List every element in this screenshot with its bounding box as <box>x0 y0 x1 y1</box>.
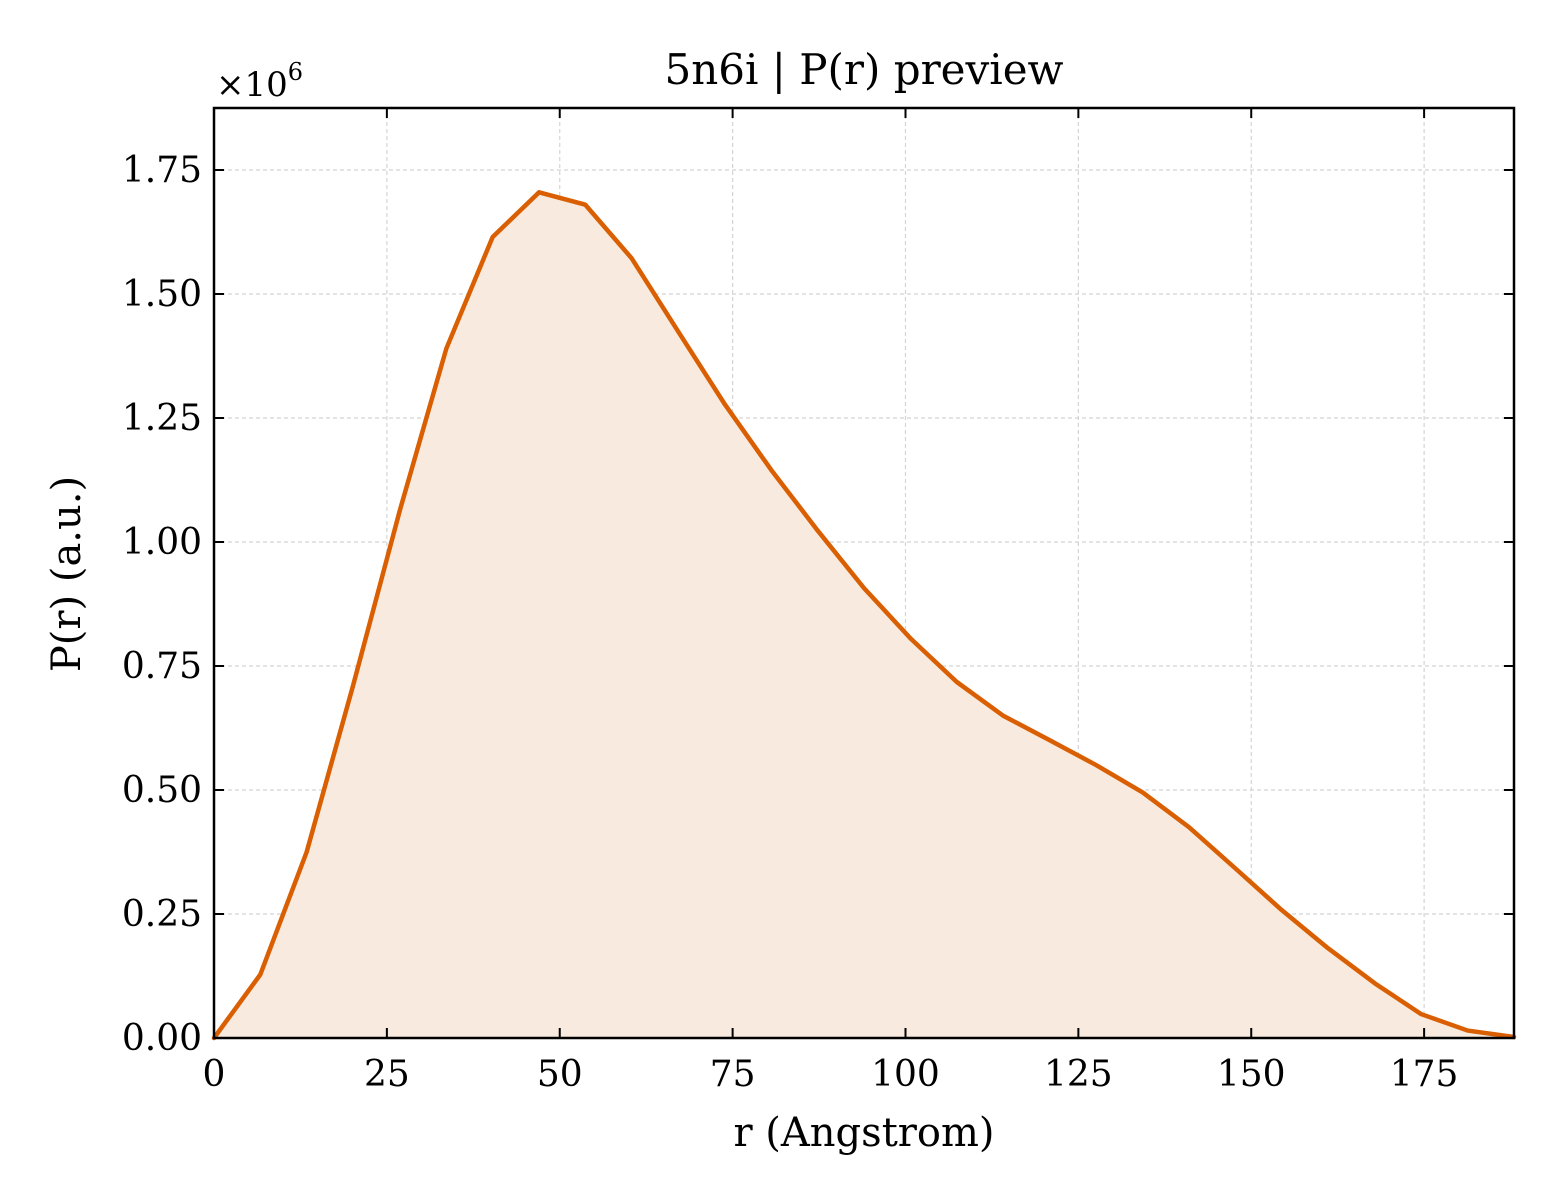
x-tick-label: 25 <box>364 1054 410 1095</box>
y-tick-label: 0.25 <box>122 894 202 935</box>
x-axis-label: r (Angstrom) <box>733 1110 994 1156</box>
x-tick-label: 175 <box>1390 1054 1459 1095</box>
x-tick-label: 125 <box>1044 1054 1113 1095</box>
x-tick-label: 75 <box>710 1054 756 1095</box>
y-tick-label: 0.75 <box>122 646 202 687</box>
y-tick-label: 1.00 <box>122 522 202 563</box>
y-offset-exponent: 6 <box>288 58 303 86</box>
x-tick-label: 150 <box>1217 1054 1286 1095</box>
y-offset-label: ×106 <box>216 58 303 105</box>
y-offset-base: ×10 <box>216 65 288 105</box>
y-tick-label: 1.25 <box>122 398 202 439</box>
chart-title: 5n6i | P(r) preview <box>664 45 1063 94</box>
x-tick-label: 0 <box>203 1054 226 1095</box>
pr-area-fill <box>214 192 1514 1038</box>
x-tick-label: 100 <box>871 1054 940 1095</box>
y-tick-label: 0.00 <box>122 1018 202 1059</box>
axes-layer: 0 25 50 75 100 125 150 175 0.00 0.25 0.50 0.75 1.00 1… <box>122 106 1516 1095</box>
x-tick-label: 50 <box>537 1054 583 1095</box>
plot-frame <box>212 106 1516 1040</box>
y-tick-label: 1.75 <box>122 150 202 191</box>
pr-series-line <box>211 190 1517 1041</box>
y-axis-label: P(r) (a.u.) <box>44 476 90 672</box>
y-tick-label: 0.50 <box>122 770 202 811</box>
data-layer <box>211 190 1517 1041</box>
y-tick-label: 1.50 <box>122 274 202 315</box>
